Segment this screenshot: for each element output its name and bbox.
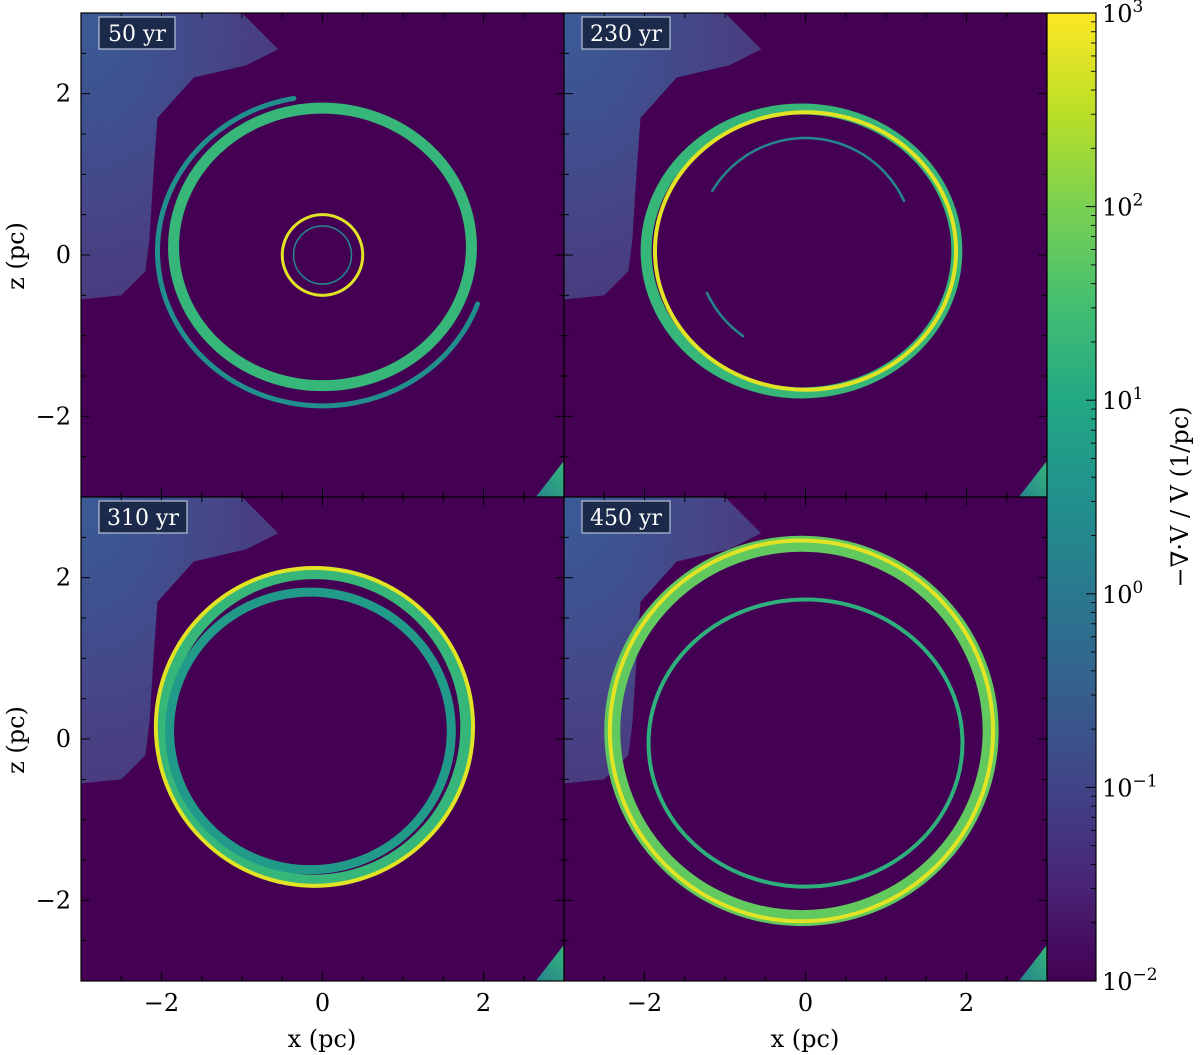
ring-bright-rim	[652, 110, 959, 392]
corner-patch	[1018, 944, 1047, 981]
time-label-box	[98, 500, 188, 534]
corner-patch	[1018, 460, 1047, 497]
ring-inner-ring	[646, 597, 965, 889]
panel-image	[564, 13, 1047, 497]
time-label: 50 yr	[108, 22, 166, 47]
z-axis-label-top: z (pc)	[2, 222, 30, 290]
colorbar-tick-label: 103	[1102, 0, 1143, 28]
ring-inner-faint	[292, 225, 353, 285]
colorbar-bar	[1047, 13, 1096, 981]
colorbar-tick-label: 101	[1102, 384, 1143, 415]
z-axis-label-bottom: z (pc)	[2, 706, 30, 774]
panel-1: −2 0 2 50 yr	[36, 12, 565, 498]
corner-patch	[535, 460, 564, 497]
z-tick-label: 2	[56, 564, 71, 592]
ring-inner-wall	[165, 587, 456, 875]
ring-inner-arcs	[705, 291, 745, 338]
panel-3: −2 0 2 −2 0 2 310 yr	[36, 496, 565, 1017]
colorbar-label: −∇·V / V (1/pc)	[1166, 406, 1194, 587]
ring-outer-shell	[604, 535, 999, 927]
x-tick-label: −2	[627, 989, 662, 1017]
colorbar-tick-label: 10−2	[1102, 965, 1158, 996]
z-tick-label: 0	[56, 241, 71, 269]
panel-image	[81, 497, 564, 981]
x-tick-label: 0	[315, 989, 330, 1017]
ring-main-shell	[157, 568, 472, 886]
x-tick-label: 2	[959, 989, 974, 1017]
x-tick-label: −2	[144, 989, 179, 1017]
colorbar-frame	[1046, 12, 1097, 982]
ring-inner-arcs	[711, 136, 906, 203]
ring-inner-bright	[280, 213, 365, 297]
upper-left-cloud	[564, 13, 762, 300]
colorbar-tick-label: 102	[1102, 191, 1143, 222]
ring-main-shell	[168, 102, 477, 392]
ring-bright-rim	[607, 538, 996, 924]
panel-2: 230 yr	[563, 12, 1048, 498]
x-axis-label-left: x (pc)	[288, 1025, 357, 1053]
upper-left-cloud	[81, 13, 279, 300]
corner-patch	[535, 944, 564, 981]
upper-left-cloud	[81, 497, 279, 784]
x-tick-label: 2	[476, 989, 491, 1017]
panel-4: −2 0 2 450 yr	[563, 496, 1048, 1017]
panels-layer: −2 0 2 50 yr 230 yr −2 0 2 −2 0 2 310 yr −2 0 2 450 yr	[36, 12, 1048, 1017]
time-label-box	[581, 16, 671, 50]
time-label: 450 yr	[590, 506, 662, 531]
z-tick-label: −2	[36, 886, 71, 914]
panel-image	[81, 13, 564, 497]
ring-bright-rim	[153, 565, 476, 888]
x-axis-label-right: x (pc)	[771, 1025, 840, 1053]
x-tick-label: 0	[798, 989, 813, 1017]
time-label-box	[98, 16, 176, 50]
colorbar-tick-label: 100	[1102, 578, 1143, 609]
time-label: 310 yr	[107, 506, 179, 531]
time-label-box	[581, 500, 671, 534]
z-tick-label: 2	[56, 80, 71, 108]
z-tick-label: −2	[36, 402, 71, 430]
z-tick-label: 0	[56, 725, 71, 753]
panel-image	[564, 497, 1047, 981]
colorbar-tick-label: 10−1	[1102, 771, 1158, 802]
colorbar: 103 102 101 100 10−1 10−2	[1046, 0, 1158, 996]
ring-outer-edge-partial	[154, 95, 481, 409]
time-label: 230 yr	[590, 22, 662, 47]
